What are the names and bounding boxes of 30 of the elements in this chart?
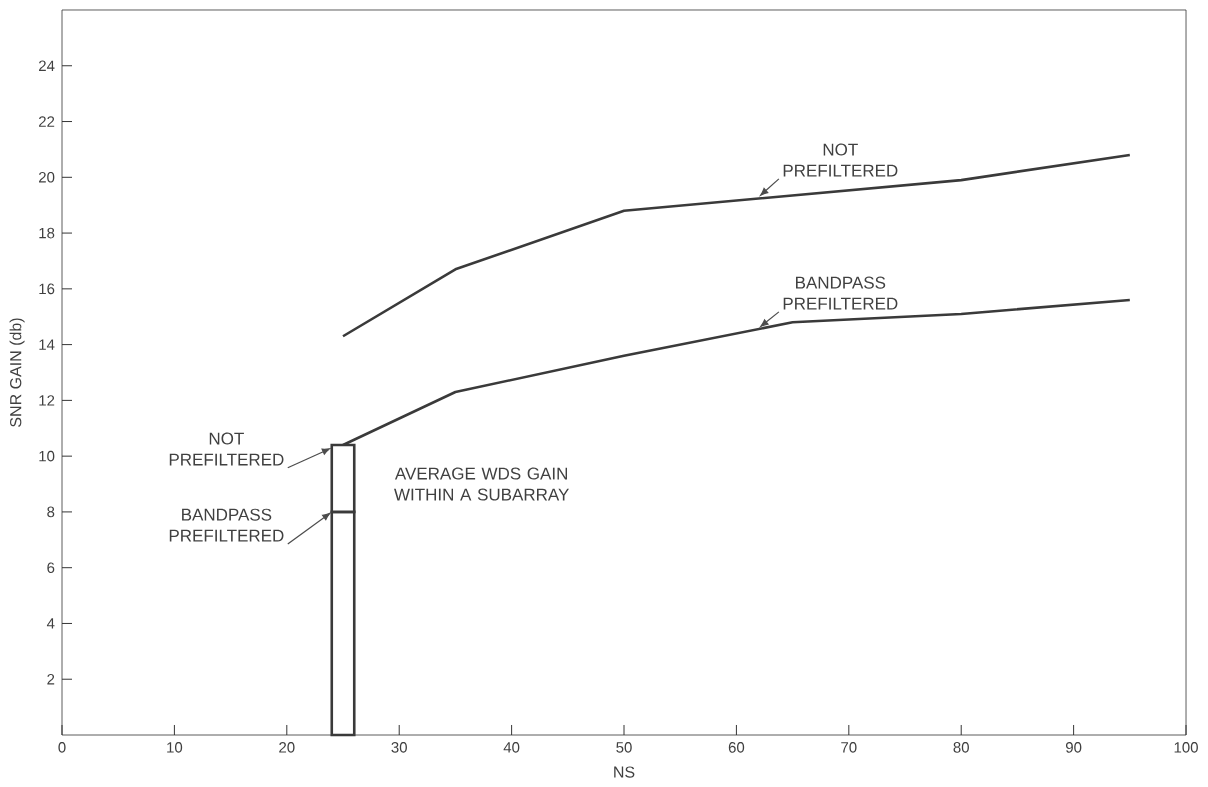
annotation: NOT PREFILTERED xyxy=(783,143,898,177)
annotation: AVERAGE WDS GAIN WITHIN A SUBARRAY xyxy=(394,467,569,501)
x-tick-label: 10 xyxy=(167,742,183,753)
x-tick-label: 0 xyxy=(58,742,66,753)
x-tick-label: 80 xyxy=(953,742,969,753)
x-tick-label: 30 xyxy=(391,742,407,753)
y-tick-label: 12 xyxy=(39,395,55,406)
annotation: NOT PREFILTERED xyxy=(169,432,284,466)
x-tick-label: 50 xyxy=(616,742,632,753)
y-tick-label: 4 xyxy=(46,618,55,629)
y-tick-label: 16 xyxy=(39,283,55,295)
y-tick-label: 6 xyxy=(47,562,55,574)
annotation: BANDPASS PREFILTERED xyxy=(783,276,898,310)
x-tick-label: 40 xyxy=(503,742,520,753)
x-tick-label: 100 xyxy=(1174,742,1198,753)
y-axis-title: SNR GAIN (db) xyxy=(9,318,25,427)
y-tick-label: 24 xyxy=(39,60,55,71)
y-tick-label: 18 xyxy=(39,227,55,239)
annotation: BANDPASS PREFILTERED xyxy=(169,508,284,542)
y-tick-label: 22 xyxy=(39,116,55,127)
x-tick-label: 70 xyxy=(841,742,857,753)
x-tick-label: 60 xyxy=(728,742,745,753)
y-tick-label: 10 xyxy=(39,450,55,462)
x-axis-title: NS xyxy=(614,766,635,778)
y-tick-label: 20 xyxy=(39,171,55,183)
x-tick-label: 90 xyxy=(1065,742,1082,753)
y-tick-label: 2 xyxy=(47,673,55,685)
x-tick-label: 20 xyxy=(279,742,295,753)
y-tick-label: 8 xyxy=(47,506,55,518)
y-tick-label: 14 xyxy=(39,339,55,350)
